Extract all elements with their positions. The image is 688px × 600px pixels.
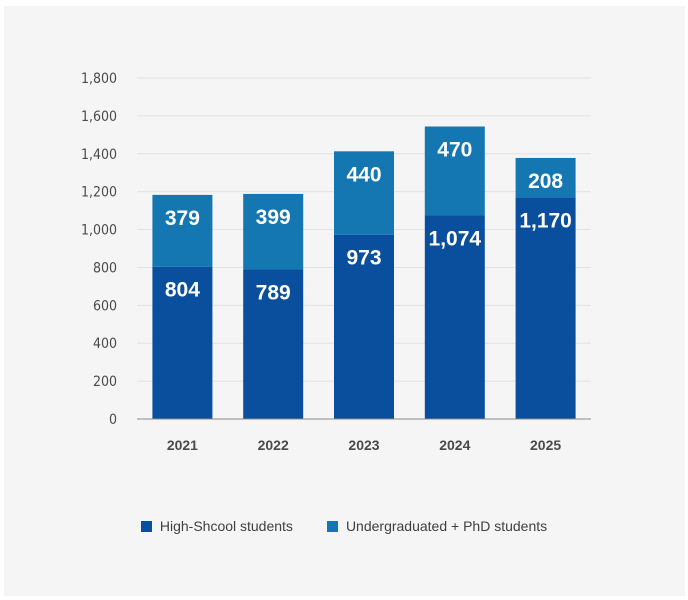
legend-label-undergraduate-phd: Undergraduated + PhD students xyxy=(345,518,548,534)
x-tick-label: 2022 xyxy=(258,437,289,453)
bar-segment-2025-undergraduate-phd xyxy=(515,157,576,198)
bar-segment-2024-undergraduate-phd xyxy=(424,126,485,216)
bar-value-label: 399 xyxy=(256,206,291,229)
legend: High-Shcool students Undergraduated + Ph… xyxy=(0,518,688,534)
bar-value-label: 208 xyxy=(528,170,563,193)
y-tick-label: 1,600 xyxy=(81,109,117,125)
legend-item-undergraduate-phd: Undergraduated + PhD students xyxy=(326,518,548,534)
bar-value-label: 440 xyxy=(346,163,381,186)
bar-value-label: 1,074 xyxy=(429,228,482,251)
y-tick-label: 200 xyxy=(93,374,117,390)
legend-swatch-undergraduate-phd xyxy=(326,520,338,532)
bar-segment-2021-high-school xyxy=(152,266,213,419)
legend-label-high-school: High-Shcool students xyxy=(159,518,293,534)
y-tick-label: 1,400 xyxy=(81,147,117,163)
x-tick-label: 2024 xyxy=(439,437,470,453)
y-tick-label: 600 xyxy=(93,298,117,314)
bar-value-label: 973 xyxy=(346,247,381,270)
bar-segment-2022-high-school xyxy=(243,269,304,419)
x-tick-label: 2023 xyxy=(348,437,379,453)
x-axis-ticks: 2021 2022 2023 2024 2025 xyxy=(167,437,562,453)
y-tick-label: 400 xyxy=(93,336,117,352)
bar-segment-2023-high-school xyxy=(334,234,394,419)
y-tick-label: 1,200 xyxy=(81,185,117,201)
bar-segment-2024-high-school xyxy=(424,215,485,419)
bar-value-label: 1,170 xyxy=(519,209,572,232)
y-axis-ticks: 0 200 400 600 800 1,000 1,200 1,400 1,600 1,800 xyxy=(81,71,117,428)
bar-value-label: 789 xyxy=(256,282,291,305)
bar-value-label: 470 xyxy=(437,138,472,161)
bar-segment-2023-undergraduate-phd xyxy=(334,151,394,235)
bar-segment-2021-undergraduate-phd xyxy=(152,194,213,267)
bar-value-labels: 804 379 789 399 973 440 1,074 470 1,170 208 xyxy=(165,138,572,304)
x-tick-label: 2021 xyxy=(167,437,198,453)
bar-value-label: 804 xyxy=(165,279,200,302)
bar-value-label: 379 xyxy=(165,207,200,230)
bars xyxy=(152,126,576,419)
y-tick-label: 0 xyxy=(109,412,117,428)
bar-segment-2022-undergraduate-phd xyxy=(243,193,304,270)
y-tick-label: 1,000 xyxy=(81,223,117,239)
y-tick-label: 800 xyxy=(93,260,117,276)
y-tick-label: 1,800 xyxy=(81,71,117,87)
x-tick-label: 2025 xyxy=(530,437,561,453)
legend-item-high-school: High-Shcool students xyxy=(140,518,293,534)
bar-segment-2025-high-school xyxy=(515,197,576,419)
legend-swatch-high-school xyxy=(140,520,152,532)
